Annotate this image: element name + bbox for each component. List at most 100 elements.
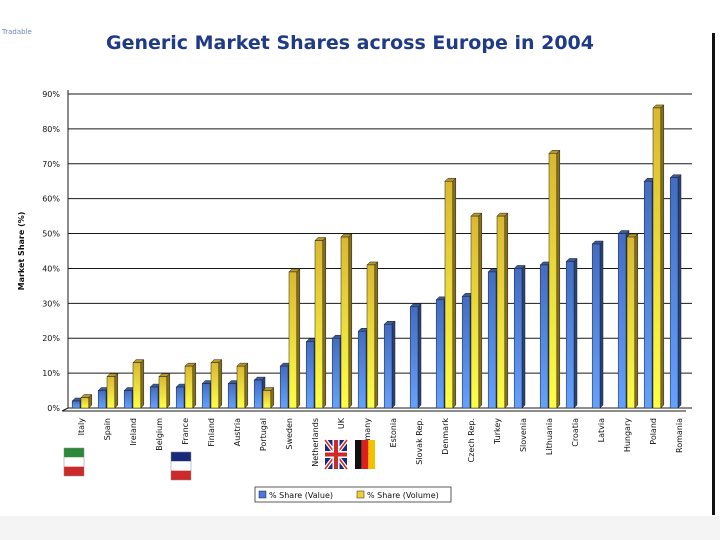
bar-side — [322, 236, 327, 409]
bar-side — [660, 104, 665, 409]
bar-volume-spain — [106, 376, 116, 409]
bar-side — [634, 233, 639, 409]
x-tick-label: Italy — [77, 418, 86, 436]
bar-side — [296, 268, 301, 409]
x-tick-label: Poland — [649, 418, 658, 445]
bar-value-uk — [331, 337, 341, 409]
y-axis-title: Market Share (%) — [17, 212, 26, 291]
bar-volume-hungary — [626, 236, 636, 409]
right-divider — [712, 33, 715, 515]
legend-box — [254, 486, 452, 503]
x-tick-label: Sweden — [285, 418, 294, 450]
bar-volume-poland — [652, 107, 662, 409]
bar-side — [114, 372, 119, 409]
bar-value-slovak-rep- — [409, 306, 419, 409]
bar-value-lithuania — [539, 264, 549, 409]
france-flag-icon — [170, 451, 192, 481]
bar-side — [244, 362, 249, 409]
x-tick-label: Belgium — [155, 418, 164, 451]
bar-side — [140, 359, 145, 409]
axis-depth-line — [61, 407, 69, 412]
x-tick-label: Estonia — [389, 418, 398, 448]
bar-value-sweden — [279, 365, 289, 409]
bar-side — [504, 212, 509, 409]
bar-volume-lithuania — [548, 153, 558, 409]
x-tick-label: Slovenia — [519, 418, 528, 452]
uk-flag-icon — [323, 438, 349, 471]
y-tick-label: 10% — [42, 369, 60, 378]
bar-volume-sweden — [288, 271, 298, 409]
y-tick-label: 0% — [47, 404, 60, 413]
x-tick-label: Latvia — [597, 418, 606, 442]
bar-value-belgium — [149, 386, 159, 409]
bar-value-denmark — [435, 299, 445, 409]
bar-value-croatia — [565, 261, 575, 409]
germany-flag-icon — [355, 440, 375, 469]
bar-side — [452, 177, 457, 409]
bar-value-finland — [201, 383, 211, 409]
legend-label: % Share (Value) — [269, 491, 333, 500]
bar-side — [391, 320, 396, 409]
italy-flag-icon — [63, 447, 85, 477]
bar-value-hungary — [617, 233, 627, 409]
bar-value-germany — [357, 330, 367, 409]
x-tick-label: Spain — [103, 418, 112, 440]
footer-band — [0, 516, 720, 540]
bar-volume-portugal — [262, 390, 272, 409]
bar-volume-ireland — [132, 362, 142, 409]
bar-side — [166, 372, 171, 409]
bar-side — [677, 174, 682, 409]
bar-side — [599, 240, 604, 409]
x-tick-label: Germany — [363, 418, 372, 455]
y-tick-label: 20% — [42, 334, 60, 343]
bar-volume-finland — [210, 362, 220, 409]
bar-side — [478, 212, 483, 409]
bar-value-spain — [97, 390, 107, 409]
bar-side — [521, 264, 526, 409]
corner-label: Tradable — [2, 28, 32, 36]
bar-volume-germany — [366, 264, 376, 409]
bar-value-poland — [643, 180, 653, 409]
y-tick-label: 80% — [42, 125, 60, 134]
x-tick-label: Portugal — [259, 418, 268, 451]
chart-title: Generic Market Shares across Europe in 2… — [106, 32, 594, 54]
bar-value-france — [175, 386, 185, 409]
bar-volume-belgium — [158, 376, 168, 409]
x-tick-label: Austria — [233, 418, 242, 446]
bar-volume-netherlands — [314, 240, 324, 409]
bar-volume-uk — [340, 236, 350, 409]
y-tick-label: 40% — [42, 264, 60, 273]
bar-value-netherlands — [305, 341, 315, 409]
x-tick-label: Romania — [675, 418, 684, 453]
bar-value-romania — [669, 177, 679, 409]
x-tick-label: Croatia — [571, 418, 580, 447]
bar-volume-turkey — [496, 215, 506, 409]
bar-volume-france — [184, 365, 194, 409]
bar-side — [270, 386, 275, 409]
bar-volume-italy — [80, 397, 90, 409]
x-tick-label: Ireland — [129, 418, 138, 446]
x-tick-label: Hungary — [623, 418, 632, 452]
legend-swatch — [258, 490, 267, 499]
x-tick-label: Finland — [207, 418, 216, 447]
y-tick-label: 60% — [42, 195, 60, 204]
bar-value-austria — [227, 383, 237, 409]
bar-side — [556, 149, 561, 409]
y-tick-label: 30% — [42, 299, 60, 308]
x-tick-label: Lithuania — [545, 418, 554, 455]
bar-side — [417, 303, 422, 409]
bar-value-portugal — [253, 379, 263, 409]
bar-value-turkey — [487, 271, 497, 409]
x-tick-label: Netherlands — [311, 418, 320, 467]
bar-side — [192, 362, 197, 409]
bar-value-italy — [71, 400, 81, 409]
bar-side — [374, 261, 379, 409]
bar-value-estonia — [383, 324, 393, 409]
y-tick-label: 90% — [42, 90, 60, 99]
legend-label: % Share (Volume) — [367, 491, 439, 500]
legend-swatch — [356, 490, 365, 499]
y-tick-label: 50% — [42, 230, 60, 239]
bar-side — [348, 233, 353, 409]
bar-value-ireland — [123, 390, 133, 409]
x-tick-label: Turkey — [493, 418, 502, 445]
